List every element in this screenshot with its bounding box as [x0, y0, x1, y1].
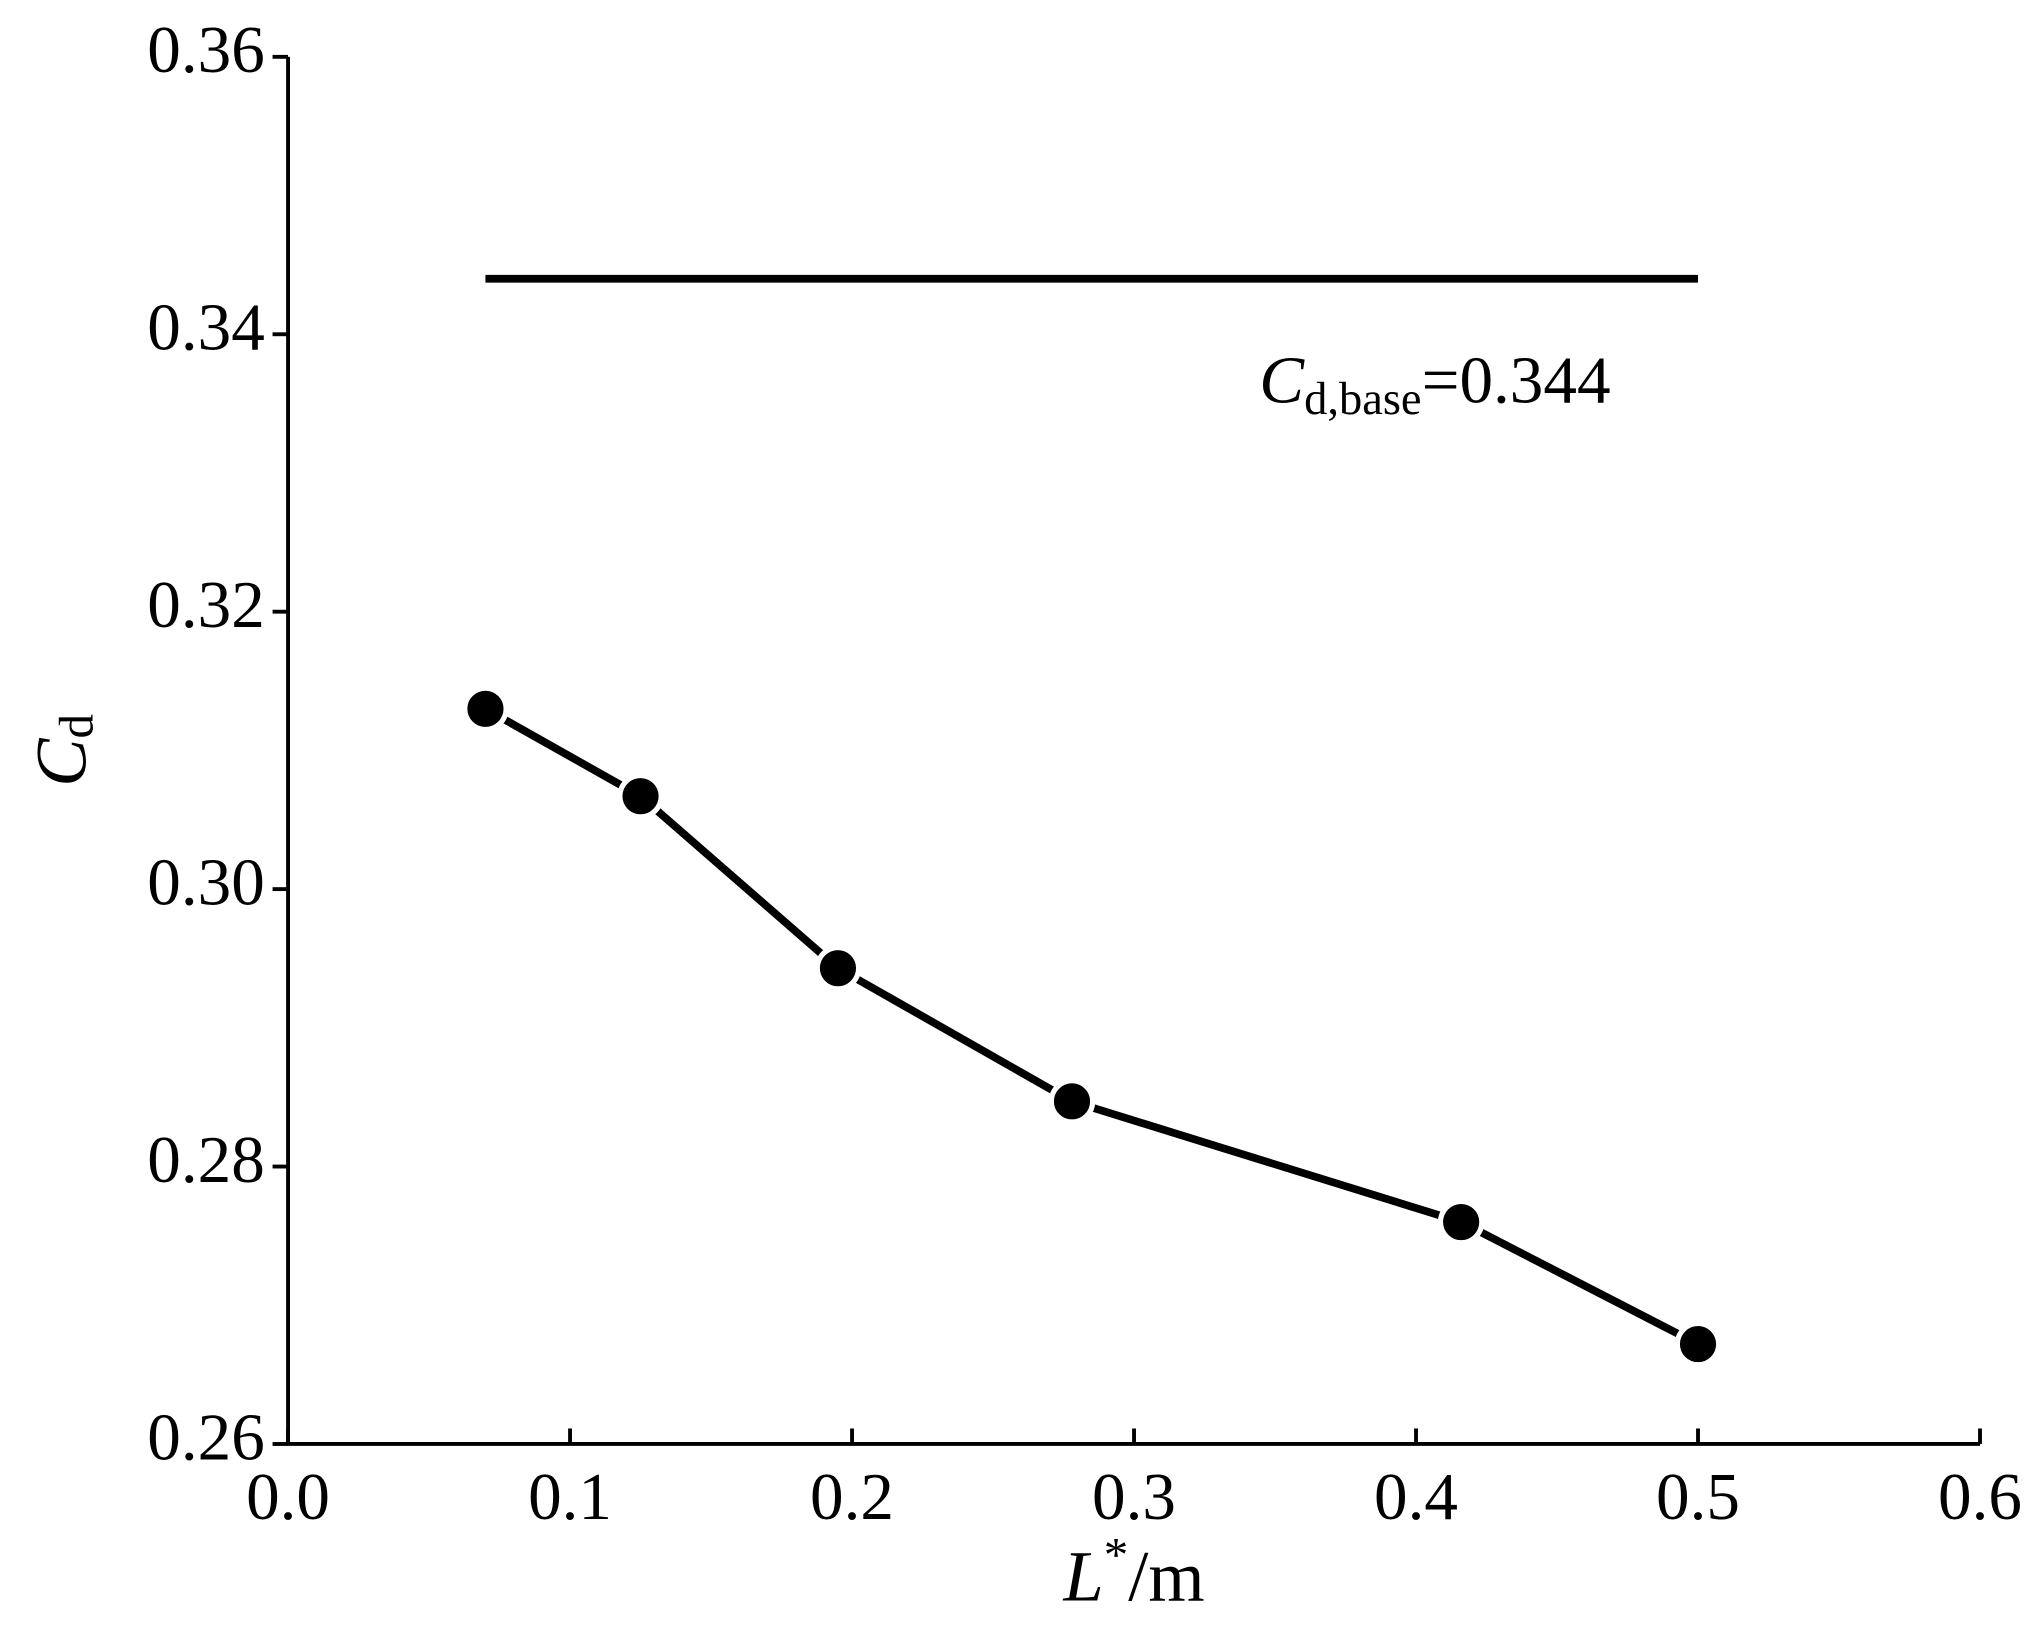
x-tick-label: 0.1 [528, 1459, 612, 1534]
x-tick-label: 0.4 [1374, 1459, 1458, 1534]
x-tick-label: 0.5 [1656, 1459, 1740, 1534]
marker [1048, 1078, 1096, 1125]
annotation: Cd,base=0.344 [1259, 343, 1610, 425]
y-axis-label: Cd [21, 714, 104, 787]
marker [462, 685, 509, 733]
x-axis-label: L*/m [1062, 1527, 1204, 1616]
marker [617, 772, 664, 820]
x-tick-label: 0.6 [1938, 1459, 2022, 1534]
marker [1674, 1320, 1722, 1368]
marker [1437, 1198, 1485, 1246]
x-tick-label: 0.2 [810, 1459, 894, 1534]
y-tick-label: 0.34 [147, 290, 265, 365]
x-tick-label: 0.3 [1092, 1459, 1176, 1534]
x-tick-label: 0.0 [246, 1459, 330, 1534]
y-tick-label: 0.30 [147, 845, 265, 920]
line [483, 705, 1700, 1348]
y-tick-label: 0.26 [147, 1399, 265, 1474]
y-tick-label: 0.32 [147, 567, 265, 642]
y-tick-label: 0.36 [147, 12, 265, 87]
marker [814, 944, 862, 992]
y-tick-label: 0.28 [147, 1122, 265, 1197]
